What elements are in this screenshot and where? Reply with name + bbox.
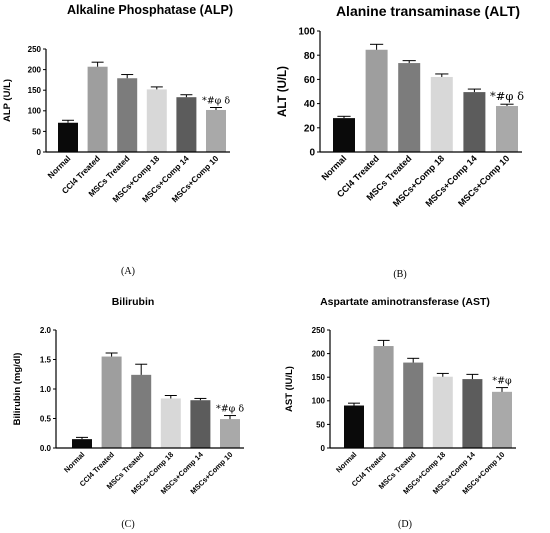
y-tick-label: 0 <box>321 444 326 453</box>
y-axis-label: Bilirubin (mg/dl) <box>12 353 23 426</box>
y-tick-label: 50 <box>316 420 325 429</box>
bar <box>72 439 92 448</box>
bar <box>463 92 486 152</box>
y-tick-label: 60 <box>304 75 316 86</box>
y-axis-label: ALP (U/L) <box>2 79 13 122</box>
y-tick-label: 100 <box>298 27 315 38</box>
bar <box>131 374 152 448</box>
y-tick-label: 20 <box>304 123 316 134</box>
bar <box>117 78 138 152</box>
chart-title: Aspartate aminotransferase (AST) <box>320 296 490 308</box>
chart-panel-3: Bilirubin Bilirubin (mg/dl) 0.0 0.5 1.0 1.5 2.… <box>12 296 244 530</box>
chart-panel-1: Alkaline Phosphatase (ALP) ALP (U/L) 0 50 10… <box>2 3 233 277</box>
y-tick-label: 150 <box>28 86 42 95</box>
y-tick-label: 200 <box>312 349 326 358</box>
chart-panel-2: Alanine transaminase (ALT) ALT (U/L) 0 20 40… <box>277 3 524 280</box>
y-tick-label: 2.0 <box>40 326 52 335</box>
bar <box>430 76 453 152</box>
y-tick-label: 250 <box>312 326 326 335</box>
bar <box>373 346 394 448</box>
chart-panel-4: Aspartate aminotransferase (AST) AST (IU/… <box>284 296 516 530</box>
x-tick-label: Normal <box>319 153 348 182</box>
significance-annotation: *#φ δ <box>202 96 230 107</box>
panel-label: (A) <box>121 266 135 277</box>
y-tick-label: 80 <box>304 51 316 62</box>
bar <box>160 398 181 448</box>
bar <box>462 379 483 448</box>
panel-label: (D) <box>398 519 412 530</box>
bar <box>58 122 78 152</box>
panel-label: (B) <box>393 269 406 280</box>
y-tick-label: 150 <box>312 373 326 382</box>
bar <box>398 63 421 152</box>
bar <box>146 89 167 152</box>
chart-title: Alanine transaminase (ALT) <box>336 3 520 19</box>
y-tick-label: 100 <box>28 107 42 116</box>
bar <box>344 405 364 448</box>
bar <box>190 400 211 448</box>
x-tick-label: Normal <box>62 450 86 474</box>
y-tick-label: 100 <box>312 397 326 406</box>
y-tick-label: 250 <box>28 45 42 54</box>
bar <box>101 356 122 448</box>
y-tick-label: 1.5 <box>40 355 52 364</box>
bar <box>87 66 108 152</box>
y-tick-label: 0.5 <box>40 414 52 423</box>
y-tick-label: 0.0 <box>40 444 52 453</box>
significance-annotation: *#φ <box>492 376 512 387</box>
bar <box>496 106 518 152</box>
y-axis-label: ALT (U/L) <box>277 66 289 117</box>
bar <box>492 391 512 448</box>
y-tick-label: 40 <box>304 99 316 110</box>
bar <box>403 362 424 448</box>
bar <box>206 109 226 152</box>
bar <box>220 419 240 448</box>
significance-annotation: *#φ δ <box>490 89 524 103</box>
panel-label: (C) <box>121 519 134 530</box>
x-tick-label: Normal <box>46 154 72 180</box>
significance-annotation: *#φ δ <box>216 404 244 415</box>
y-tick-label: 50 <box>32 127 41 136</box>
y-tick-label: 200 <box>28 65 42 74</box>
bar <box>176 97 197 152</box>
x-tick-label: Normal <box>334 450 358 474</box>
bar <box>365 49 388 152</box>
y-tick-label: 0 <box>37 148 42 157</box>
y-tick-label: 0 <box>309 148 315 159</box>
y-axis-label: AST (IU/L) <box>284 366 295 412</box>
bar <box>333 118 355 152</box>
chart-title: Bilirubin <box>112 296 155 308</box>
y-tick-label: 1.0 <box>40 385 52 394</box>
bar <box>432 376 453 448</box>
chart-title: Alkaline Phosphatase (ALP) <box>67 3 233 17</box>
